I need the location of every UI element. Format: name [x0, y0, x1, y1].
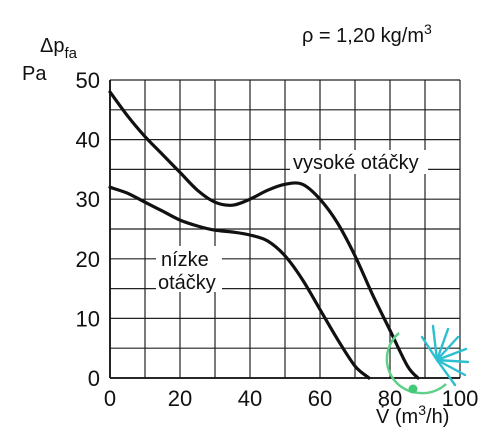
grid-lines: [109, 79, 461, 379]
density-annotation: ρ = 1,20 kg/m3: [302, 21, 432, 47]
y-axis-label: Δpfa: [40, 35, 78, 62]
y-tick-label: 50: [76, 68, 100, 93]
series-high-speed-line: [108, 90, 420, 380]
x-tick-label: 100: [442, 386, 479, 411]
x-tick-label: 20: [168, 386, 192, 411]
x-tick-label: 80: [378, 386, 402, 411]
x-tick-label: 60: [308, 386, 332, 411]
y-tick-label: 30: [76, 187, 100, 212]
series-label-high-text: vysoké otáčky: [293, 152, 419, 174]
series-label-low: nízke otáčky: [156, 246, 222, 294]
y-tick-label: 0: [88, 366, 100, 391]
curves: [108, 90, 420, 380]
series-label-low-line2: otáčky: [158, 272, 216, 294]
x-axis-label: V̇ (m3/h): [376, 402, 449, 428]
series-label-high: vysoké otáčky: [290, 150, 428, 174]
y-tick-label: 40: [76, 128, 100, 153]
y-axis-unit: Pa: [22, 63, 47, 85]
y-tick-label: 10: [76, 306, 100, 331]
x-tick-label: 0: [104, 386, 116, 411]
series-low-speed-line: [108, 185, 371, 380]
series-label-low-line1: nízke: [161, 249, 209, 271]
x-tick-label: 40: [238, 386, 262, 411]
y-tick-label: 20: [76, 247, 100, 272]
tick-labels: 0 20 40 60 80 100 0 10 20 30 40 50: [76, 68, 479, 411]
brand-logo-icon: [385, 324, 470, 395]
